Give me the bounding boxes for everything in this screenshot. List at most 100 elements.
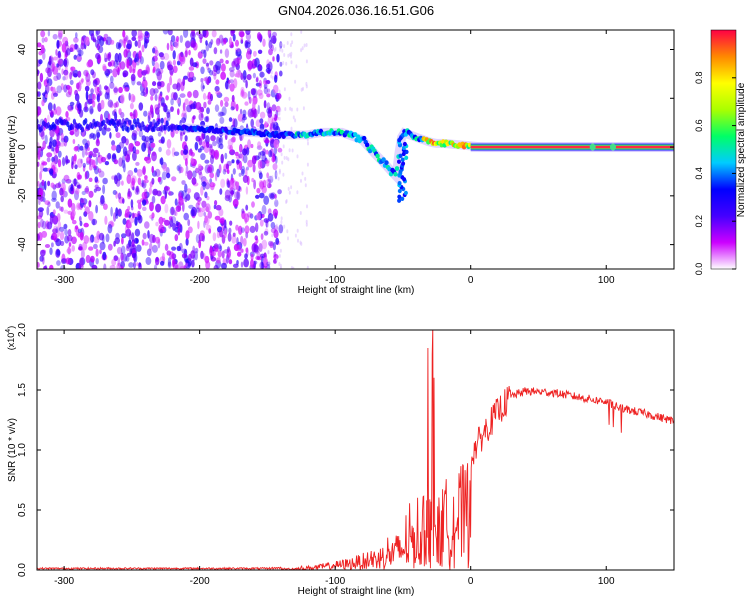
noise-speckle <box>120 260 125 269</box>
noise-speckle <box>109 132 112 139</box>
noise-speckle <box>42 140 46 150</box>
noise-speckle <box>202 30 207 38</box>
noise-speckle <box>131 212 135 219</box>
noise-speckle <box>171 176 177 182</box>
noise-speckle <box>267 30 272 39</box>
noise-speckle <box>132 186 135 191</box>
noise-speckle <box>208 164 214 174</box>
noise-speckle <box>122 70 129 77</box>
noise-speckle <box>142 199 147 206</box>
noise-speckle <box>204 255 210 264</box>
noise-speckle <box>203 220 206 228</box>
noise-speckle <box>227 232 232 242</box>
noise-speckle <box>237 113 244 122</box>
noise-speckle <box>224 133 228 140</box>
noise-speckle <box>285 61 288 66</box>
noise-speckle <box>270 74 273 79</box>
noise-speckle <box>184 50 188 58</box>
noise-speckle <box>178 195 184 206</box>
noise-speckle <box>115 65 120 73</box>
noise-speckle <box>107 53 111 62</box>
noise-speckle <box>170 35 176 43</box>
noise-speckle <box>77 228 83 234</box>
noise-speckle <box>96 95 99 101</box>
noise-speckle <box>107 152 112 160</box>
noise-speckle <box>67 104 71 110</box>
noise-speckle <box>302 86 304 91</box>
noise-speckle <box>276 53 280 63</box>
noise-speckle <box>230 30 235 37</box>
spectrogram-y-axis-label: Frequency (Hz) <box>7 116 18 185</box>
noise-speckle <box>177 108 180 116</box>
noise-speckle <box>39 171 42 181</box>
noise-speckle <box>116 262 121 269</box>
noise-speckle <box>221 234 226 244</box>
noise-speckle <box>210 39 214 45</box>
noise-speckle <box>85 71 89 78</box>
colorbar-tick-label: 0.4 <box>694 167 704 180</box>
noise-speckle <box>62 76 66 81</box>
noise-speckle <box>86 98 93 105</box>
noise-speckle <box>63 69 69 76</box>
noise-speckle <box>274 74 278 83</box>
noise-speckle <box>227 138 234 147</box>
noise-speckle <box>290 60 293 65</box>
noise-speckle <box>197 220 200 230</box>
spectrogram-marks <box>37 30 674 269</box>
noise-speckle <box>136 186 139 195</box>
noise-speckle <box>75 187 80 195</box>
noise-speckle <box>180 51 184 58</box>
noise-speckle <box>71 245 75 252</box>
noise-speckle <box>37 207 44 213</box>
noise-speckle <box>152 81 157 87</box>
noise-speckle <box>73 37 79 43</box>
noise-speckle <box>60 195 64 203</box>
noise-speckle <box>118 86 123 94</box>
noise-speckle <box>191 177 197 185</box>
noise-speckle <box>71 209 76 217</box>
noise-speckle <box>280 152 283 157</box>
noise-speckle <box>126 150 131 157</box>
noise-speckle <box>209 172 215 179</box>
noise-speckle <box>268 102 271 107</box>
noise-speckle <box>179 265 185 269</box>
noise-speckle <box>286 229 289 234</box>
snr-y-axis-label: SNR (10 * v/v) <box>7 418 18 482</box>
snr-axes: -300 -200 -100 0 100 0.0 0.5 1.0 1.5 2.0 <box>17 323 674 587</box>
noise-speckle <box>79 220 83 227</box>
noise-speckle <box>275 223 278 228</box>
noise-speckle <box>242 113 246 119</box>
noise-speckle <box>274 193 277 200</box>
noise-speckle <box>167 261 172 269</box>
steady-band-bump <box>589 143 596 151</box>
noise-speckle <box>242 175 249 183</box>
ridge-blob <box>157 118 161 125</box>
noise-speckle <box>288 52 291 57</box>
noise-speckle <box>145 140 150 149</box>
noise-speckle <box>136 199 142 204</box>
noise-speckle <box>219 230 224 238</box>
noise-speckle <box>241 165 246 175</box>
noise-speckle <box>41 230 48 238</box>
noise-speckle <box>166 42 170 51</box>
noise-speckle <box>73 178 77 187</box>
noise-speckle <box>63 138 68 147</box>
noise-speckle <box>115 132 121 139</box>
ridge-blob <box>159 125 163 132</box>
noise-speckle <box>68 242 72 247</box>
noise-speckle <box>294 233 297 238</box>
noise-speckle <box>85 90 89 101</box>
noise-speckle <box>166 82 171 93</box>
noise-speckle <box>215 79 220 85</box>
noise-speckle <box>136 262 139 267</box>
noise-speckle <box>123 36 128 42</box>
noise-speckle <box>236 244 241 252</box>
noise-speckle <box>80 158 83 164</box>
noise-speckle <box>122 30 126 38</box>
noise-speckle <box>155 203 162 213</box>
noise-speckle <box>179 93 186 98</box>
noise-speckle <box>113 212 117 222</box>
noise-speckle <box>91 264 98 269</box>
noise-speckle <box>291 40 294 45</box>
noise-speckle <box>76 56 82 61</box>
